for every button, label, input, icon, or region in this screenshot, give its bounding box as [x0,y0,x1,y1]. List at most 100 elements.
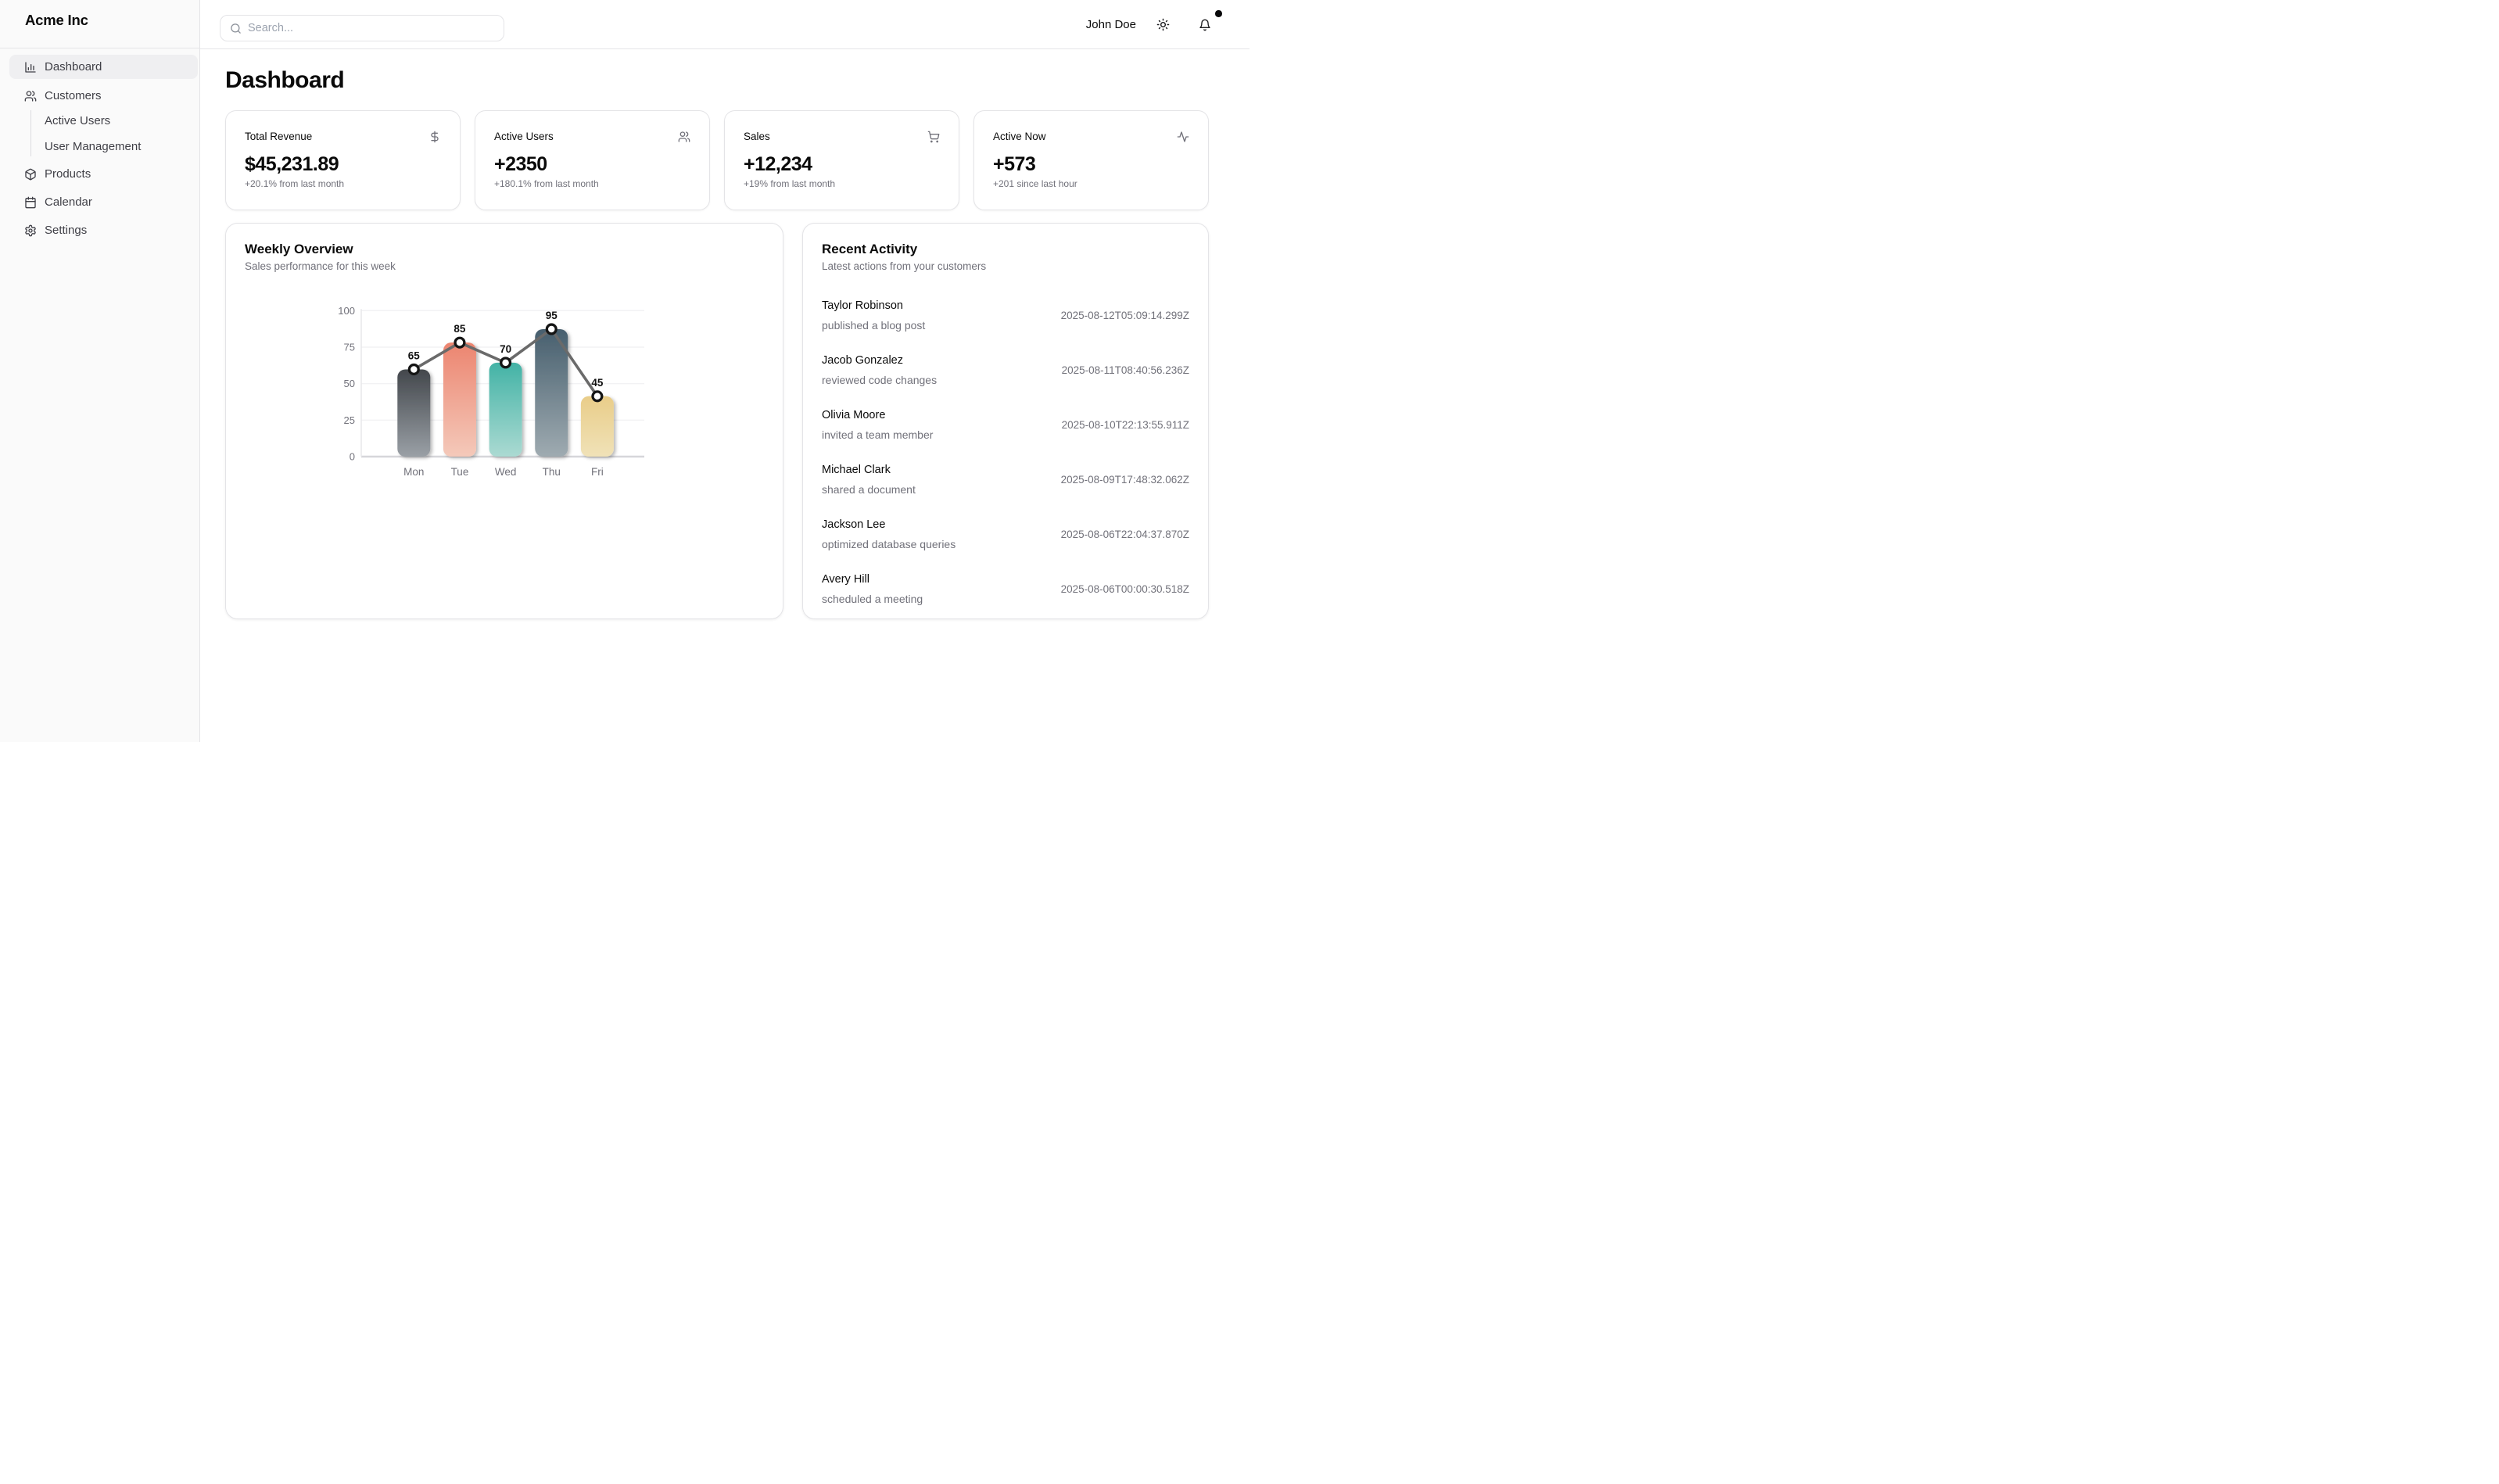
user-menu[interactable]: John Doe [1085,18,1136,31]
stat-value: +2350 [494,153,547,175]
svg-text:Thu: Thu [543,466,561,478]
activity-timestamp: 2025-08-09T17:48:32.062Z [1060,474,1189,486]
chart-card-subtitle: Sales performance for this week [245,260,396,272]
stat-card-active-users: Active Users +2350 +180.1% from last mon… [475,110,710,210]
svg-text:Mon: Mon [403,466,424,478]
recent-activity-card: Recent Activity Latest actions from your… [802,223,1209,619]
top-header: John Doe [200,0,1250,49]
activity-action: invited a team member [822,428,934,441]
stat-change: +20.1% from last month [245,178,345,189]
sun-icon [1156,18,1170,31]
weekly-overview-card: Weekly Overview Sales performance for th… [225,223,783,619]
activity-user-name: Avery Hill [822,573,869,586]
weekly-overview-chart: 0 25 50 75 100 65 85 70 95 45 Mon Tue Wed Thu Fri [338,305,644,478]
svg-text:45: 45 [591,377,604,389]
sidebar-item-dashboard[interactable]: Dashboard [9,55,198,79]
activity-item: Taylor Robinson published a blog post 20… [822,299,1189,332]
svg-text:25: 25 [344,414,355,426]
sidebar-item-label: Settings [45,224,88,237]
search-box [220,15,504,41]
activity-timestamp: 2025-08-06T22:04:37.870Z [1060,529,1189,540]
svg-text:50: 50 [344,378,355,389]
activity-icon [1177,131,1189,143]
stat-value: $45,231.89 [245,153,339,175]
activity-timestamp: 2025-08-06T00:00:30.518Z [1060,583,1189,595]
svg-text:85: 85 [454,323,466,335]
stat-change: +19% from last month [744,178,836,189]
stat-change: +180.1% from last month [494,178,599,189]
activity-card-subtitle: Latest actions from your customers [822,260,987,272]
bell-icon [1199,19,1211,31]
stat-label: Sales [744,131,770,142]
svg-text:75: 75 [344,341,355,353]
activity-item: Avery Hill scheduled a meeting 2025-08-0… [822,572,1189,606]
sidebar-item-products[interactable]: Products [9,162,198,186]
sidebar-item-user-management[interactable]: User Management [9,136,198,156]
stat-value: +12,234 [744,153,812,175]
activity-user-name: Jackson Lee [822,518,886,531]
stat-card-active-now: Active Now +573 +201 since last hour [973,110,1209,210]
dollar-icon [428,131,441,143]
activity-list: Taylor Robinson published a blog post 20… [822,299,1189,606]
sidebar-subitem-label: User Management [45,139,142,153]
users-icon [678,131,690,143]
search-input[interactable] [248,16,504,41]
page-title: Dashboard [225,67,345,93]
svg-text:65: 65 [408,349,421,361]
cart-icon [927,131,940,143]
sidebar-item-customers[interactable]: Customers [9,84,198,108]
sidebar-item-label: Customers [45,89,102,102]
sidebar-item-label: Calendar [45,195,92,209]
svg-text:Tue: Tue [451,466,469,478]
stat-value: +573 [993,153,1036,175]
activity-timestamp: 2025-08-10T22:13:55.911Z [1061,419,1189,431]
activity-action: optimized database queries [822,538,956,550]
notifications-button[interactable] [1199,0,1211,49]
svg-text:100: 100 [338,305,355,317]
sidebar: Acme Inc Dashboard Customers Active User… [0,0,200,742]
activity-action: reviewed code changes [822,374,938,386]
svg-text:70: 70 [500,343,511,355]
svg-text:0: 0 [350,451,355,463]
notification-dot [1215,10,1222,17]
sidebar-item-label: Dashboard [45,60,102,73]
search-icon [230,23,242,34]
activity-item: Jacob Gonzalez reviewed code changes 202… [822,353,1189,387]
users-icon [24,90,37,102]
package-icon [24,168,37,181]
activity-action: scheduled a meeting [822,593,923,605]
stat-label: Active Now [993,131,1046,142]
activity-user-name: Taylor Robinson [822,299,903,312]
activity-user-name: Olivia Moore [822,409,886,421]
svg-text:Fri: Fri [591,466,604,478]
stat-card-total-revenue: Total Revenue $45,231.89 +20.1% from las… [225,110,461,210]
sidebar-item-calendar[interactable]: Calendar [9,190,198,214]
stat-label: Active Users [494,131,554,142]
bottom-row: Weekly Overview Sales performance for th… [225,223,1209,619]
svg-text:Wed: Wed [495,466,517,478]
brand-logo: Acme Inc [25,12,88,28]
bar-chart-icon [24,61,37,73]
activity-timestamp: 2025-08-12T05:09:14.299Z [1060,310,1189,321]
chart-card-title: Weekly Overview [245,242,353,256]
sidebar-item-label: Products [45,167,91,181]
stat-label: Total Revenue [245,131,313,142]
activity-timestamp: 2025-08-11T08:40:56.236Z [1061,364,1189,376]
sidebar-item-settings[interactable]: Settings [9,218,198,242]
sidebar-nav: Dashboard Customers Active Users User Ma… [9,55,198,247]
activity-action: shared a document [822,483,916,496]
theme-toggle-button[interactable] [1156,0,1170,49]
activity-item: Olivia Moore invited a team member 2025-… [822,408,1189,442]
activity-user-name: Michael Clark [822,464,891,476]
stats-row: Total Revenue $45,231.89 +20.1% from las… [225,110,1209,210]
stat-change: +201 since last hour [993,178,1077,189]
sidebar-item-active-users[interactable]: Active Users [9,110,198,131]
sidebar-customers-subitems: Active Users User Management [9,110,198,156]
activity-user-name: Jacob Gonzalez [822,354,903,367]
stat-card-sales: Sales +12,234 +19% from last month [724,110,959,210]
activity-card-title: Recent Activity [822,242,918,256]
gear-icon [24,224,37,237]
activity-action: published a blog post [822,319,926,332]
activity-item: Jackson Lee optimized database queries 2… [822,518,1189,551]
activity-item: Michael Clark shared a document 2025-08-… [822,463,1189,496]
